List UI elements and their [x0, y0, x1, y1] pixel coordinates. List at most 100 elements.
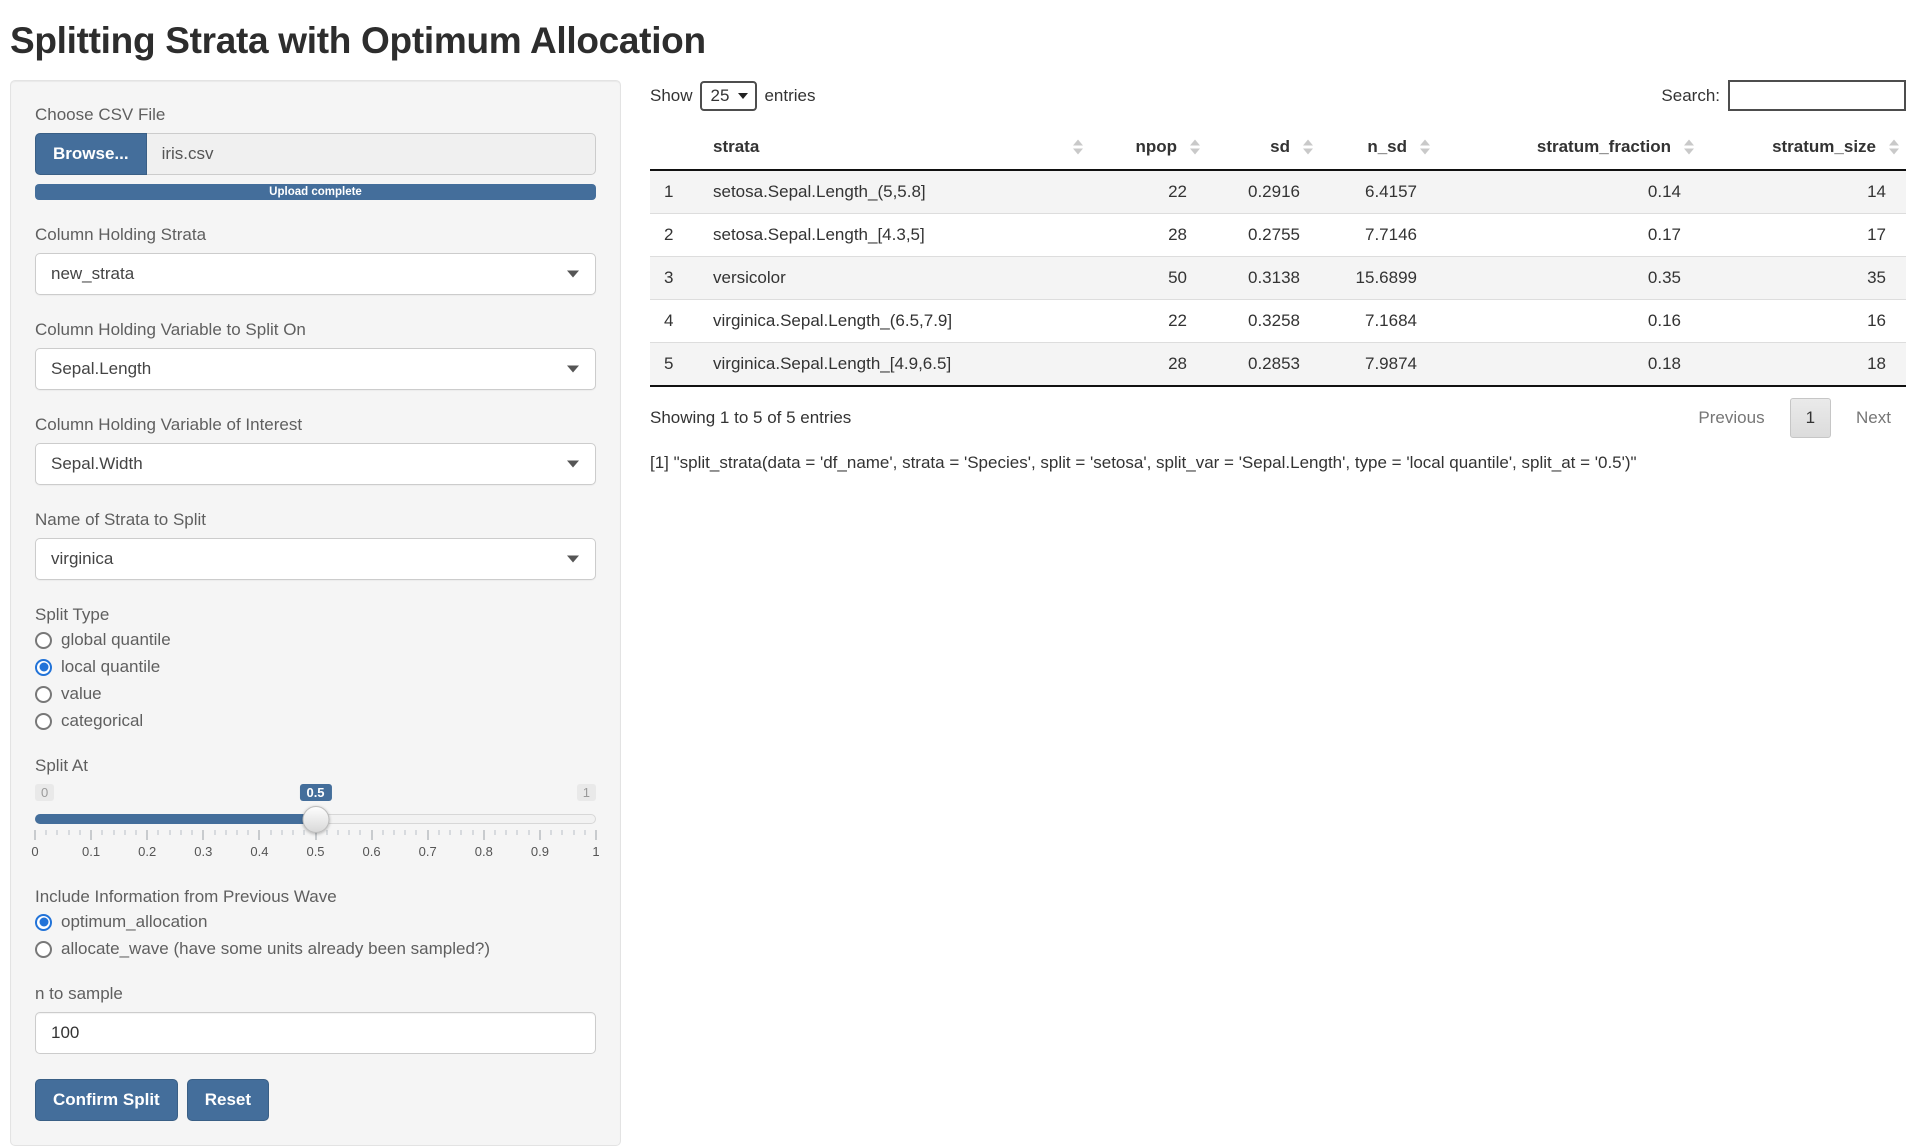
file-input: Browse... iris.csv	[35, 133, 596, 175]
interest-variable-select[interactable]: Sepal.Width	[35, 443, 596, 485]
slider-tick	[270, 830, 272, 835]
radio-button-icon[interactable]	[35, 685, 52, 703]
n-sample-input[interactable]	[35, 1012, 596, 1054]
split-type-radio-option[interactable]: value	[35, 684, 596, 704]
slider-tick-label: 0.7	[418, 844, 437, 859]
column-header-npop[interactable]: npop	[1090, 125, 1207, 171]
confirm-split-button[interactable]: Confirm Split	[35, 1079, 178, 1121]
n-sample-label: n to sample	[35, 984, 123, 1003]
radio-button-icon[interactable]	[35, 631, 52, 649]
slider-tick	[281, 830, 283, 835]
table-cell-stratum_fraction: 0.18	[1437, 342, 1701, 387]
row-number-cell: 5	[650, 342, 700, 387]
show-label: Show	[650, 85, 693, 105]
slider-tick	[516, 830, 518, 835]
slider-tick	[595, 830, 597, 840]
page-1-button[interactable]: 1	[1789, 398, 1832, 438]
table-cell-n_sd: 6.4157	[1365, 182, 1417, 201]
column-header-stratum_fraction[interactable]: stratum_fraction	[1437, 125, 1701, 171]
entries-label: entries	[764, 85, 816, 105]
slider-tick	[460, 830, 462, 835]
column-header-strata[interactable]: strata	[700, 125, 1090, 171]
previous-wave-radio-group: optimum_allocation allocate_wave (have so…	[35, 912, 596, 959]
radio-option-label: allocate_wave (have some units already b…	[61, 939, 491, 958]
radio-button-icon[interactable]	[35, 940, 52, 958]
radio-option-label: local quantile	[61, 657, 161, 676]
slider-tick	[191, 830, 193, 835]
reset-button[interactable]: Reset	[186, 1079, 270, 1121]
radio-button-icon[interactable]	[35, 658, 52, 676]
row-number-cell: 2	[650, 213, 700, 257]
slider-tick	[56, 830, 58, 835]
slider-tick	[124, 830, 126, 835]
slider-value-badge: 0.5	[299, 784, 332, 801]
row-number-cell: 3	[650, 256, 700, 300]
table-cell-strata: virginica.Sepal.Length_(6.5,7.9]	[700, 299, 1090, 343]
slider-tick-label: 0.6	[362, 844, 381, 859]
wave-radio-option[interactable]: allocate_wave (have some units already b…	[35, 939, 596, 959]
file-input-label: Choose CSV File	[35, 105, 166, 124]
sort-icon	[1420, 139, 1430, 155]
wave-radio-option[interactable]: optimum_allocation	[35, 912, 596, 932]
sort-icon	[1190, 139, 1200, 155]
slider-tick	[326, 830, 328, 835]
split-variable-select[interactable]: Sepal.Length	[35, 348, 596, 390]
table-cell-stratum_fraction: 0.17	[1437, 213, 1701, 257]
radio-button-icon[interactable]	[35, 913, 52, 931]
column-header-n_sd[interactable]: n_sd	[1320, 125, 1437, 171]
next-page-button[interactable]: Next	[1856, 408, 1891, 427]
slider-tick	[393, 830, 395, 835]
slider-tick	[113, 830, 115, 835]
strata-to-split-select[interactable]: virginica	[35, 538, 596, 580]
slider-tick-label: 0.5	[306, 844, 325, 859]
split-at-label: Split At	[35, 756, 88, 775]
slider-tick	[573, 830, 575, 835]
split-type-radio-option[interactable]: local quantile	[35, 657, 596, 677]
table-cell-strata: versicolor	[700, 256, 1090, 300]
column-header-label: n_sd	[1367, 137, 1407, 156]
split-call-output: [1] "split_strata(data = 'df_name', stra…	[650, 453, 1637, 472]
slider-tick-label: 0.8	[474, 844, 493, 859]
row-number-header	[650, 125, 700, 171]
table-row: 5 virginica.Sepal.Length_[4.9,6.5] 28 0.285…	[650, 342, 1906, 387]
browse-button[interactable]: Browse...	[35, 133, 147, 175]
slider-tick	[225, 830, 227, 835]
radio-button-icon[interactable]	[35, 712, 52, 730]
column-header-stratum_size[interactable]: stratum_size	[1701, 125, 1906, 171]
slider-tick-label: 0.2	[138, 844, 157, 859]
results-panel: Show 25 entries Search: strata np	[650, 80, 1906, 473]
slider-fill-bar	[35, 814, 316, 824]
table-cell-n_sd: 7.1684	[1320, 299, 1437, 343]
table-cell-npop: 50	[1090, 256, 1207, 300]
chevron-down-icon	[567, 460, 579, 468]
search-input[interactable]	[1728, 80, 1906, 111]
slider-grid: 0 0.1 0.2 0.3 0.4 0.5 0.6 0.7 0.8 0.9 1	[31, 830, 600, 860]
sort-icon	[1684, 139, 1694, 155]
interest-variable-label: Column Holding Variable of Interest	[35, 415, 303, 434]
pagination: Previous 1 Next	[1683, 398, 1906, 438]
previous-page-button[interactable]: Previous	[1698, 408, 1765, 427]
column-header-label: npop	[1135, 137, 1177, 156]
table-cell-stratum_fraction: 0.35	[1437, 256, 1701, 300]
slider-tick	[79, 830, 81, 835]
slider-tick	[68, 830, 70, 835]
slider-tick	[427, 830, 429, 840]
table-cell-sd: 0.3138	[1207, 256, 1320, 300]
table-cell-strata: virginica.Sepal.Length_[4.9,6.5]	[700, 342, 1090, 387]
slider-tick	[472, 830, 474, 835]
strata-column-select[interactable]: new_strata	[35, 253, 596, 295]
table-cell-npop: 22	[1168, 182, 1187, 201]
split-type-radio-option[interactable]: global quantile	[35, 630, 596, 650]
page-length-select[interactable]: 25	[699, 80, 758, 111]
table-cell-sd: 0.2755	[1207, 213, 1320, 257]
radio-option-label: optimum_allocation	[61, 912, 208, 931]
previous-wave-label: Include Information from Previous Wave	[35, 887, 337, 906]
split-type-radio-option[interactable]: categorical	[35, 711, 596, 731]
slider-tick	[202, 830, 204, 840]
slider-handle[interactable]	[302, 806, 329, 833]
slider-tick	[449, 830, 451, 835]
column-header-sd[interactable]: sd	[1207, 125, 1320, 171]
radio-option-label: value	[61, 684, 102, 703]
slider-min-badge: 0	[35, 784, 55, 801]
radio-option-label: categorical	[61, 711, 144, 730]
